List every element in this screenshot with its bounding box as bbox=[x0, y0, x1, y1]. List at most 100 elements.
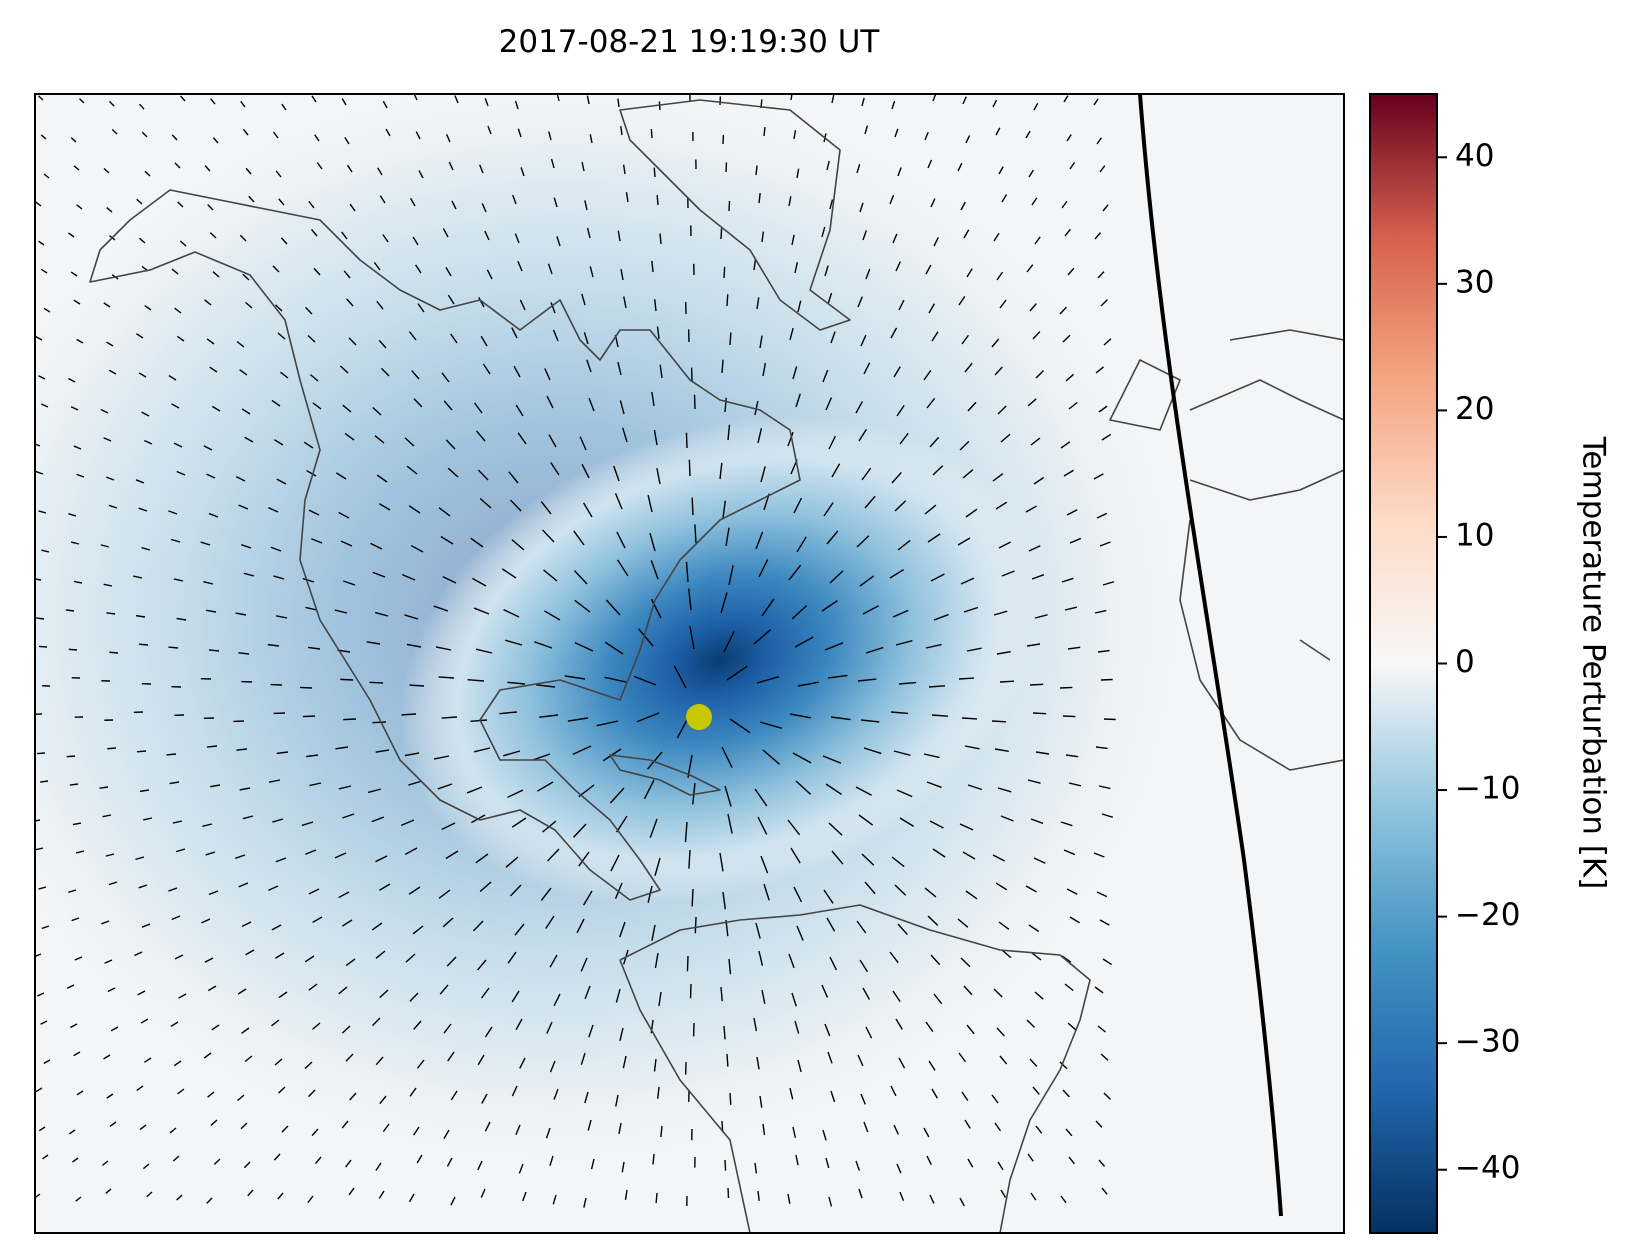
wind-vector bbox=[1026, 643, 1041, 647]
wind-vector bbox=[894, 128, 899, 138]
wind-vector bbox=[480, 1188, 486, 1198]
wind-vector bbox=[171, 268, 179, 275]
wind-vector bbox=[440, 535, 454, 545]
wind-vector bbox=[652, 1153, 655, 1165]
wind-vector bbox=[929, 1194, 935, 1204]
wind-vector bbox=[753, 258, 757, 271]
wind-vector bbox=[994, 748, 1009, 753]
wind-vector bbox=[235, 854, 246, 859]
wind-vector bbox=[728, 200, 731, 212]
wind-vector bbox=[248, 195, 255, 203]
wind-vector bbox=[343, 718, 357, 721]
wind-vector bbox=[272, 131, 279, 139]
wind-vector bbox=[40, 268, 48, 274]
wind-vector bbox=[540, 887, 552, 901]
wind-vector bbox=[171, 915, 181, 921]
wind-vector bbox=[40, 403, 49, 408]
wind-vector bbox=[512, 194, 517, 205]
wind-vector bbox=[643, 779, 655, 800]
wind-vector bbox=[241, 544, 252, 549]
wind-vector bbox=[308, 1089, 316, 1098]
wind-vector bbox=[899, 1191, 905, 1202]
wind-vector bbox=[37, 752, 46, 755]
wind-vector bbox=[1094, 986, 1104, 994]
wind-vector bbox=[858, 1188, 863, 1199]
wind-vector bbox=[610, 854, 620, 872]
wind-vector bbox=[38, 240, 45, 246]
wind-vector bbox=[932, 848, 946, 858]
wind-vector bbox=[303, 441, 314, 449]
wind-vector bbox=[100, 408, 109, 414]
wind-vector bbox=[412, 925, 424, 935]
wind-vector bbox=[546, 395, 554, 409]
wind-vector bbox=[580, 957, 588, 972]
wind-vector bbox=[138, 237, 146, 244]
wind-vector bbox=[895, 640, 913, 646]
wind-vector bbox=[312, 916, 323, 924]
wind-vector bbox=[276, 751, 289, 755]
wind-vector bbox=[729, 1092, 732, 1105]
wind-vector bbox=[272, 818, 284, 823]
wind-vector bbox=[588, 1024, 594, 1038]
wind-vector bbox=[408, 780, 423, 786]
wind-vector bbox=[861, 467, 872, 481]
wind-vector bbox=[484, 98, 489, 107]
wind-vector bbox=[141, 411, 150, 417]
wind-vector bbox=[168, 646, 179, 649]
wind-vector bbox=[653, 167, 656, 178]
wind-vector bbox=[1066, 509, 1078, 516]
wind-vector bbox=[520, 167, 525, 177]
wind-vector bbox=[412, 236, 419, 246]
wind-vector bbox=[341, 919, 353, 927]
wind-vector bbox=[727, 1187, 730, 1199]
wind-vector bbox=[646, 751, 663, 770]
wind-vector bbox=[104, 959, 113, 964]
wind-vector bbox=[960, 957, 971, 968]
wind-vector bbox=[756, 297, 760, 310]
wind-vector bbox=[726, 294, 729, 307]
colorbar-tick-label: −10 bbox=[1455, 771, 1520, 807]
wind-vector bbox=[479, 164, 484, 174]
wind-vector bbox=[590, 1158, 595, 1170]
wind-vector bbox=[409, 684, 425, 687]
wind-vector bbox=[41, 549, 50, 553]
wind-vector bbox=[242, 128, 249, 136]
wind-vector bbox=[108, 100, 115, 107]
wind-vector bbox=[791, 234, 795, 246]
wind-vector bbox=[73, 1051, 81, 1057]
wind-vector bbox=[372, 721, 387, 724]
wind-vector bbox=[929, 820, 944, 829]
wind-vector bbox=[963, 985, 973, 996]
wind-vector bbox=[206, 473, 216, 479]
wind-vector bbox=[108, 881, 118, 886]
wind-vector bbox=[1062, 1089, 1070, 1098]
wind-vector bbox=[514, 233, 520, 244]
wind-vector bbox=[959, 823, 974, 831]
wind-vector bbox=[172, 820, 183, 824]
wind-vector bbox=[1031, 952, 1042, 961]
wind-vector bbox=[106, 612, 116, 615]
wind-vector bbox=[995, 127, 1001, 136]
wind-vector bbox=[787, 819, 801, 836]
wind-vector bbox=[35, 578, 42, 581]
wind-vector bbox=[43, 307, 51, 313]
wind-vector bbox=[247, 1189, 254, 1197]
wind-vector bbox=[477, 959, 487, 971]
wind-vector bbox=[860, 719, 880, 723]
wind-vector bbox=[962, 96, 967, 105]
wind-vector bbox=[830, 1090, 836, 1103]
wind-vector bbox=[486, 269, 493, 280]
wind-vector bbox=[821, 226, 826, 238]
wind-vector bbox=[334, 852, 347, 859]
wind-vector bbox=[889, 569, 905, 579]
wind-vector bbox=[552, 329, 559, 342]
wind-vector bbox=[651, 391, 655, 407]
wind-vector bbox=[755, 165, 758, 176]
wind-vector bbox=[38, 886, 47, 890]
wind-vector bbox=[307, 334, 316, 343]
wind-vector bbox=[581, 463, 590, 479]
wind-vector bbox=[244, 1055, 253, 1063]
wind-vector bbox=[1065, 373, 1075, 382]
